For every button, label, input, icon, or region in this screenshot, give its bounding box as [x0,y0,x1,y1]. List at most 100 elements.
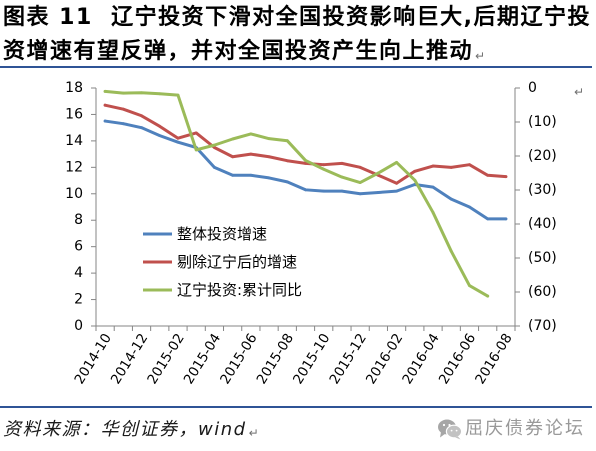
data-point [468,205,471,209]
data-point [103,103,107,107]
data-point [322,163,326,167]
chart-paragraph-mark: ↵ [574,85,585,99]
wechat-icon [438,419,463,440]
data-point [194,148,198,152]
source-rule [0,406,592,408]
data-point [121,107,125,111]
y-left-tick-label: 4 [74,265,83,281]
data-point [121,91,125,95]
data-point [358,181,362,184]
wechat-bubble-front-tail [455,436,461,440]
data-point [213,143,216,147]
y-left-tick-label: 18 [65,80,83,96]
legend-label: 剔除辽宁后的增速 [177,253,297,271]
data-point [413,169,417,173]
y-left-tick-label: 12 [65,159,83,175]
data-point [322,167,326,171]
wechat-bubble-back-tail [440,432,446,438]
data-point [304,159,307,162]
data-point [194,131,198,135]
data-point [304,188,307,192]
y-left-tick-label: 6 [74,239,83,255]
data-point [395,181,398,185]
liaoning-investment-ytd-line [103,89,490,298]
data-point [249,152,253,156]
data-point [140,114,143,118]
data-point [449,165,453,169]
data-point [431,185,435,189]
data-point [267,176,271,180]
data-point [449,249,453,253]
data-point [504,217,508,221]
y-right-tick-label: (60) [528,284,557,300]
data-point [304,161,307,165]
source-note: 资料来源：华创证券，wind ↵ [3,419,259,444]
legend-label: 整体投资增速 [177,225,267,243]
wechat-bubble-front [445,424,463,439]
data-point [158,124,162,128]
data-point [395,189,398,193]
growth-excluding-liaoning-line [103,103,508,185]
data-point [103,119,107,123]
y-right-tick-label: (10) [528,114,557,130]
data-point [358,192,362,196]
data-point [358,165,362,169]
caption-line-1: 图表 11 辽宁投资下滑对全国投资影响巨大,后期辽宁投 [3,5,591,30]
data-point [158,134,162,138]
data-point [285,139,289,143]
data-point [449,197,453,201]
y-right-tick-label: 0 [528,80,537,96]
caption-rule [0,66,592,68]
wechat-eye [450,429,453,432]
y-right-tick-label: (30) [528,182,557,198]
data-point [468,284,471,287]
data-point [140,126,143,130]
source-paragraph-mark: ↵ [248,426,259,440]
wechat-eye [442,423,446,427]
y-left-tick-label: 0 [74,318,83,334]
y-left-tick-label: 16 [65,106,83,122]
data-point [376,171,380,175]
data-point [176,140,180,144]
y-right-tick-label: (40) [528,216,557,232]
data-point [431,164,435,168]
data-point [285,159,289,163]
data-point [267,137,271,141]
national-investment-growth-line [103,119,508,221]
data-point [504,175,508,178]
watermark-text: 屈庆债券论坛 [465,418,585,439]
wechat-eye [455,429,458,432]
y-right-tick-label: (50) [528,250,557,266]
data-point [140,91,143,95]
data-point [231,173,235,177]
legend-label: 辽宁投资:累计同比 [177,281,302,299]
data-point [413,178,417,182]
y-left-tick-label: 10 [65,186,83,202]
data-point [376,191,380,194]
data-point [322,189,326,193]
data-point [231,155,235,159]
data-point [267,155,271,159]
data-point [486,217,490,221]
data-point [249,132,253,136]
y-left-tick-label: 8 [74,212,83,228]
y-right-tick-label: (20) [528,148,557,164]
data-point [103,90,107,93]
data-point [176,93,180,97]
caption-line-2-text: 资增速有望反弹，并对全国投资产生向上推动 [3,39,474,64]
wechat-eye [448,423,451,427]
data-point [285,180,289,184]
source-text: 资料来源：华创证券，wind [3,419,247,440]
data-point [249,173,253,177]
data-point [340,161,344,165]
data-point [158,92,162,96]
data-point [395,161,398,164]
data-point [486,173,490,177]
y-left-tick-label: 2 [74,292,83,308]
data-point [213,165,216,169]
data-point [231,137,235,141]
data-point [468,163,471,167]
data-point [486,294,490,298]
